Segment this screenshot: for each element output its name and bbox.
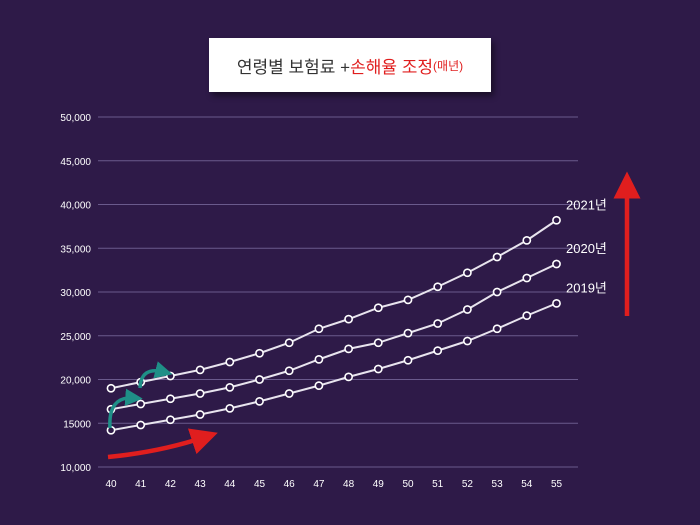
data-point	[284, 338, 294, 348]
x-tick-label: 52	[462, 479, 474, 490]
data-point	[552, 215, 561, 225]
data-point	[403, 295, 413, 305]
data-point	[195, 365, 205, 375]
data-point	[492, 324, 502, 334]
x-tick-label: 41	[135, 479, 147, 490]
data-point	[522, 311, 532, 321]
data-point	[522, 235, 532, 245]
data-point	[284, 389, 294, 398]
data-point	[552, 298, 561, 308]
data-point	[255, 396, 264, 406]
data-point	[373, 303, 383, 313]
x-tick-label: 47	[313, 479, 325, 490]
data-point	[225, 403, 235, 413]
series-label: 2021년	[566, 197, 607, 212]
data-point	[284, 366, 294, 376]
data-point	[373, 364, 383, 374]
data-point	[403, 328, 413, 338]
y-tick-label: 50,000	[60, 113, 91, 124]
y-tick-label: 15000	[63, 419, 91, 430]
x-tick-label: 40	[105, 479, 117, 490]
data-point	[373, 338, 383, 348]
series-label: 2019년	[566, 280, 607, 295]
data-point	[255, 348, 264, 358]
data-point	[522, 273, 532, 283]
y-tick-label: 35,000	[60, 244, 91, 255]
data-point	[225, 357, 235, 367]
data-point	[462, 268, 472, 278]
step-arrow-2	[138, 361, 173, 389]
y-tick-label: 40,000	[60, 201, 91, 212]
series-line	[110, 263, 557, 411]
data-point	[403, 355, 413, 365]
title-main: 연령별 보험료 +	[236, 57, 351, 77]
series-line	[110, 219, 558, 390]
series-label: 2020년	[566, 241, 607, 256]
data-point	[433, 282, 443, 292]
data-point	[255, 375, 264, 384]
data-point	[344, 372, 353, 382]
x-tick-label: 53	[492, 479, 504, 490]
x-tick-label: 42	[165, 479, 177, 490]
chart-title: 연령별 보험료 + 손해율 조정 (매년)	[209, 38, 491, 92]
data-point	[344, 344, 353, 354]
data-point	[314, 381, 324, 391]
x-tick-label: 50	[402, 479, 414, 490]
data-point	[136, 399, 146, 409]
data-point	[106, 383, 116, 393]
x-tick-label: 48	[343, 479, 355, 490]
x-tick-label: 44	[224, 479, 236, 490]
x-tick-label: 51	[432, 479, 444, 490]
x-tick-label: 46	[284, 479, 296, 490]
y-tick-label: 30,000	[60, 288, 91, 299]
data-point	[225, 382, 235, 392]
y-tick-label: 20,000	[60, 376, 91, 387]
x-tick-label: 45	[254, 479, 266, 490]
data-point	[165, 371, 175, 381]
data-point	[314, 354, 324, 364]
step-arrow-1	[108, 388, 143, 429]
y-tick-label: 45,000	[60, 157, 91, 168]
x-tick-label: 43	[195, 479, 207, 490]
y-tick-label: 10,000	[60, 463, 91, 474]
data-point	[492, 287, 502, 297]
data-point	[492, 252, 502, 262]
x-tick-label: 49	[373, 479, 385, 490]
data-point	[195, 410, 205, 419]
data-point	[165, 394, 175, 404]
x-tick-label: 55	[551, 479, 563, 490]
data-point	[165, 415, 175, 425]
trend-arrow-horizontal	[107, 428, 218, 460]
series-line	[110, 302, 557, 432]
x-tick-label: 54	[521, 479, 533, 490]
data-point	[314, 324, 324, 334]
data-point	[462, 336, 472, 346]
data-point	[433, 319, 443, 328]
data-point	[552, 259, 561, 269]
data-point	[344, 314, 353, 324]
title-suffix: (매년)	[433, 58, 464, 73]
data-point	[195, 389, 205, 398]
y-tick-label: 25,000	[60, 332, 91, 343]
data-point	[136, 420, 146, 430]
data-point	[433, 346, 443, 356]
title-highlight: 손해율 조정	[350, 57, 434, 77]
data-point	[462, 305, 472, 314]
